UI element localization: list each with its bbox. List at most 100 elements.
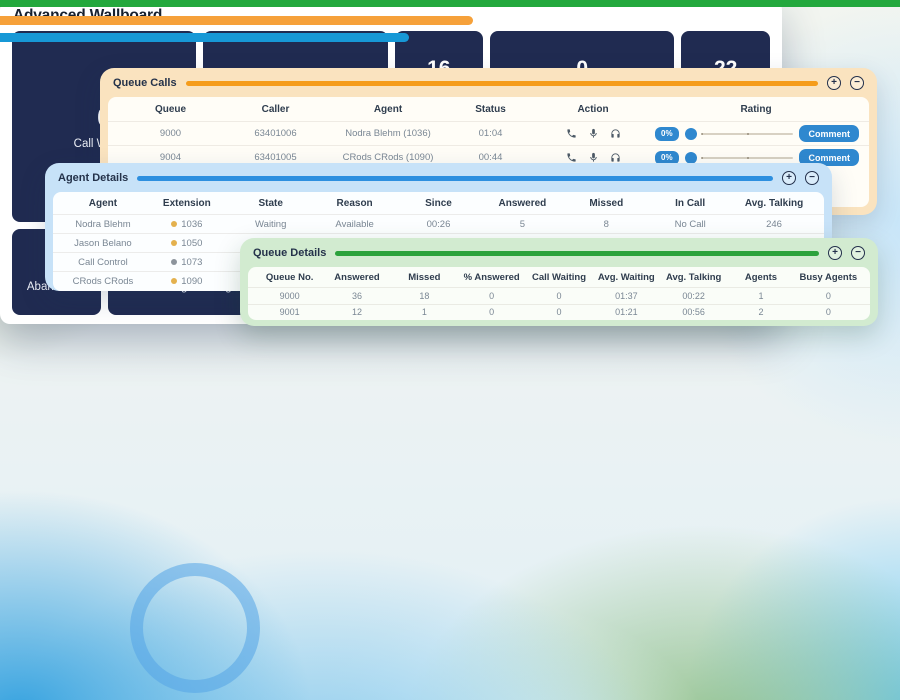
call-waiting-cell: 0 xyxy=(556,307,562,318)
state-cell: Waiting xyxy=(255,218,287,230)
agent-cell: Nodra Blehm xyxy=(75,218,131,230)
queue-details-table: Queue No. Answered Missed % Answered Cal… xyxy=(248,267,870,320)
agent-cell: Jason Belano xyxy=(74,237,132,249)
col-caller: Caller xyxy=(261,103,290,115)
col-status: Status xyxy=(475,103,506,115)
decorative-stripe-blue xyxy=(0,33,409,42)
agents-cell: 2 xyxy=(758,307,764,318)
rating-cell: 0% Comment xyxy=(653,149,859,166)
col-pct-answered: % Answered xyxy=(463,271,520,283)
missed-cell: 8 xyxy=(603,218,609,230)
mic-icon[interactable] xyxy=(588,128,599,139)
col-action: Action xyxy=(577,103,609,115)
zoom-out-icon[interactable]: − xyxy=(850,76,864,90)
col-agent: Agent xyxy=(88,197,118,209)
zoom-out-icon[interactable]: − xyxy=(851,246,865,260)
extension-number: 1073 xyxy=(181,256,203,268)
call-icon[interactable] xyxy=(566,152,577,163)
pct-answered-cell: 0 xyxy=(489,307,495,318)
col-avg-waiting: Avg. Waiting xyxy=(597,271,655,283)
avg-talking-cell: 246 xyxy=(766,218,782,230)
col-state: State xyxy=(258,197,283,209)
col-agent: Agent xyxy=(373,103,403,115)
slider-track[interactable] xyxy=(700,156,794,159)
queue-calls-progress-bar xyxy=(185,80,818,86)
answered-cell: 36 xyxy=(351,290,362,301)
call-waiting-cell: 0 xyxy=(556,290,562,301)
col-missed: Missed xyxy=(589,197,624,209)
zoom-in-icon[interactable]: + xyxy=(828,246,842,260)
agent-details-progress-bar xyxy=(137,175,773,181)
agent-cell: Call Control xyxy=(78,256,128,268)
col-avg-talking: Avg. Talking xyxy=(665,271,722,283)
queue-cell: 9000 xyxy=(159,128,182,139)
agent-details-header: Agent Details + − xyxy=(45,163,832,192)
answered-cell: 5 xyxy=(519,218,526,230)
slider-thumb[interactable] xyxy=(684,151,697,164)
rating-badge: 0% xyxy=(655,150,679,165)
since-cell: 00:26 xyxy=(426,218,451,230)
extension-cell: 1036 xyxy=(145,219,229,230)
caller-cell: 63401006 xyxy=(254,128,297,139)
avg-waiting-cell: 01:21 xyxy=(615,307,638,318)
col-answered: Answered xyxy=(334,271,380,283)
reason-cell: Available xyxy=(335,218,374,230)
col-answered: Answered xyxy=(498,197,547,209)
col-rating: Rating xyxy=(740,103,772,115)
decorative-stripe-green xyxy=(0,0,900,7)
rating-cell: 0% Comment xyxy=(653,125,859,142)
rating-slider[interactable] xyxy=(684,127,794,140)
table-row: 9001 12 1 0 0 01:21 00:56 2 0 xyxy=(248,303,870,321)
table-header-row: Queue Caller Agent Status Action Rating xyxy=(108,97,869,121)
mic-icon[interactable] xyxy=(588,152,599,163)
presence-dot-icon xyxy=(171,240,178,246)
rating-badge: 0% xyxy=(655,126,679,141)
agent-cell: CRods CRods xyxy=(72,275,134,287)
comment-button[interactable]: Comment xyxy=(799,125,859,142)
col-queue: Queue xyxy=(154,103,187,115)
queue-details-panel: Queue Details + − Queue No. Answered Mis… xyxy=(240,238,878,326)
table-header-row: Agent Extension State Reason Since Answe… xyxy=(53,192,824,214)
zoom-out-icon[interactable]: − xyxy=(805,171,819,185)
extension-cell: 1090 xyxy=(145,276,229,287)
col-since: Since xyxy=(425,197,452,209)
extension-number: 1036 xyxy=(181,218,203,230)
col-missed: Missed xyxy=(408,271,441,283)
decorative-stripe-orange xyxy=(0,16,473,25)
agent-cell: CRods CRods (1090) xyxy=(342,152,434,163)
pct-answered-cell: 0 xyxy=(489,290,495,301)
queue-details-header: Queue Details + − xyxy=(240,238,878,267)
extension-cell: 1073 xyxy=(145,257,229,268)
headphones-icon[interactable] xyxy=(610,128,621,139)
queue-no-cell: 9000 xyxy=(279,290,300,301)
col-agents: Agents xyxy=(744,271,778,283)
agent-details-title: Agent Details xyxy=(58,172,129,184)
table-row: 9000 63401006 Nodra Blehm (1036) 01:04 0… xyxy=(108,121,869,145)
agent-cell: Nodra Blehm (1036) xyxy=(345,128,431,139)
avg-waiting-cell: 01:37 xyxy=(615,290,638,301)
in-call-cell: No Call xyxy=(674,218,706,230)
table-row: Nodra Blehm 1036 Waiting Available 00:26… xyxy=(53,214,824,233)
caller-cell: 63401005 xyxy=(254,152,297,163)
extension-cell: 1050 xyxy=(145,238,229,249)
col-reason: Reason xyxy=(336,197,373,209)
status-cell: 01:04 xyxy=(478,128,503,139)
missed-cell: 1 xyxy=(421,307,427,318)
queue-no-cell: 9001 xyxy=(279,307,300,318)
headphones-icon[interactable] xyxy=(610,152,621,163)
call-icon[interactable] xyxy=(566,128,577,139)
slider-track[interactable] xyxy=(700,132,794,135)
col-extension: Extension xyxy=(162,197,211,209)
zoom-in-icon[interactable]: + xyxy=(782,171,796,185)
table-row: 9000 36 18 0 0 01:37 00:22 1 0 xyxy=(248,287,870,304)
rating-slider[interactable] xyxy=(684,151,794,164)
slider-thumb[interactable] xyxy=(684,127,697,140)
zoom-in-icon[interactable]: + xyxy=(827,76,841,90)
col-queue-no: Queue No. xyxy=(265,271,314,283)
col-avg-talking: Avg. Talking xyxy=(744,197,804,209)
avg-talking-cell: 00:56 xyxy=(682,307,705,318)
comment-button[interactable]: Comment xyxy=(799,149,859,166)
busy-agents-cell: 0 xyxy=(825,307,831,318)
presence-dot-icon xyxy=(171,259,178,265)
